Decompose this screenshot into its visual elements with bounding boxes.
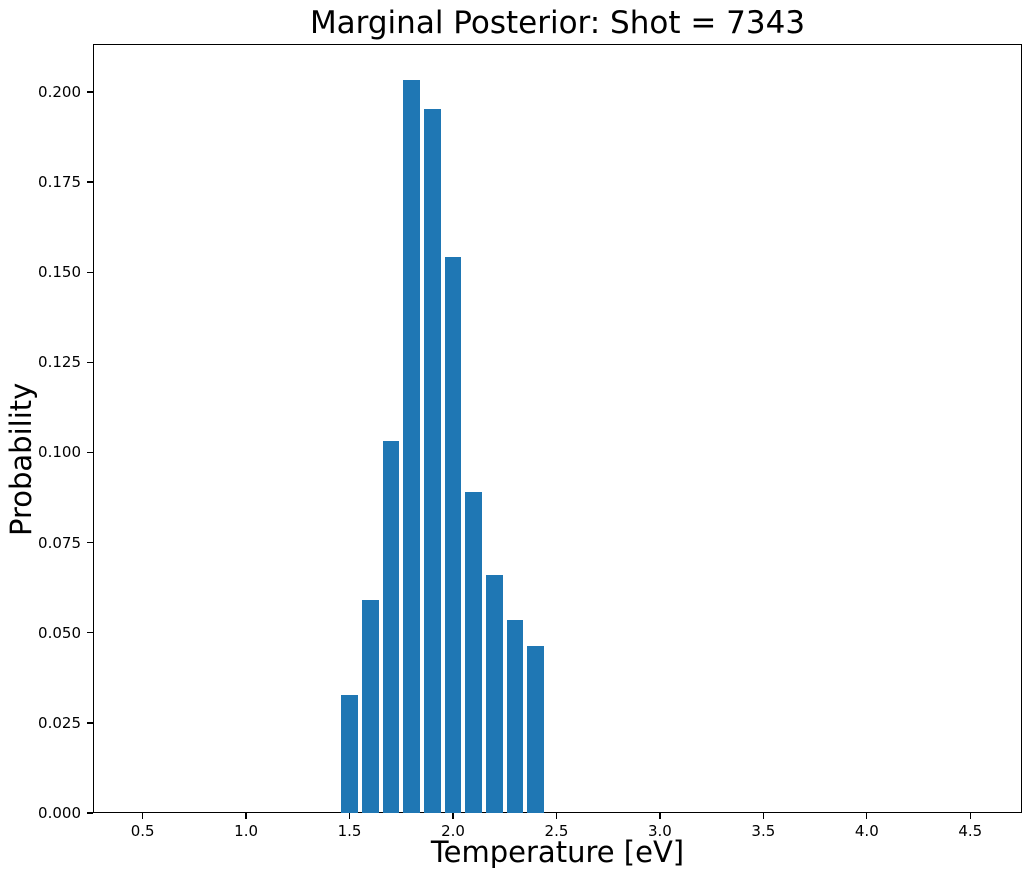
y-tick-label: 0.025 [38,713,81,732]
y-tick-label: 0.050 [38,623,81,642]
histogram-bar [424,109,441,813]
x-axis-tick [555,813,558,819]
x-tick-label: 4.0 [854,822,879,840]
y-tick-label: 0.000 [38,804,81,822]
y-tick-label: 0.125 [38,353,81,372]
x-tick-label: 4.5 [958,822,983,840]
x-axis-tick [142,813,144,819]
histogram-bar [361,600,379,813]
x-tick-label: 1.0 [234,822,259,840]
y-axis-tick [87,632,93,634]
histogram-bar [403,80,420,813]
x-axis-tick [659,813,661,819]
x-axis-tick [866,813,868,819]
x-tick-label: 1.5 [337,822,362,840]
x-axis-tick [348,813,351,819]
y-axis-tick [87,271,93,273]
plot-area: 0.5 1.0 1.5 2.0 2.5 3.0 3.5 4.0 4.5 0.000 0.025 0.0… [38,44,1022,840]
histogram-bar [506,620,524,813]
x-tick-label: 3.0 [647,822,672,840]
y-tick-label: 0.075 [38,533,81,552]
y-axis-tick [87,181,93,183]
histogram-bar [382,440,400,813]
x-axis-label: Temperature [eV] [430,835,685,869]
x-axis-tick [969,813,971,819]
x-tick-label: 2.5 [544,822,569,840]
y-axis-tick [87,361,93,363]
histogram-bar [527,646,545,813]
y-axis-tick [87,451,93,454]
histogram-bar [486,575,503,813]
y-tick-label: 0.200 [38,82,81,101]
y-tick-label: 0.150 [38,263,81,282]
histogram-bar [341,695,358,813]
x-tick-label: 0.5 [130,822,155,840]
x-axis-tick [452,813,454,819]
y-tick-label: 0.175 [38,173,81,192]
x-axis-tick [245,813,247,819]
x-tick-label: 3.5 [751,822,776,840]
chart-title: Marginal Posterior: Shot = 7343 [309,5,806,41]
x-axis-tick [762,813,765,819]
y-tick-label: 0.100 [38,443,81,462]
x-tick-label: 2.0 [441,822,465,840]
y-axis-tick [87,91,93,93]
axes-frame [93,44,1022,813]
y-axis-label: Probability [4,382,38,536]
y-axis-tick [87,812,93,814]
histogram-bar [444,257,462,813]
y-axis-tick [87,722,93,724]
histogram-bar [465,491,482,813]
y-axis-tick [87,541,93,544]
